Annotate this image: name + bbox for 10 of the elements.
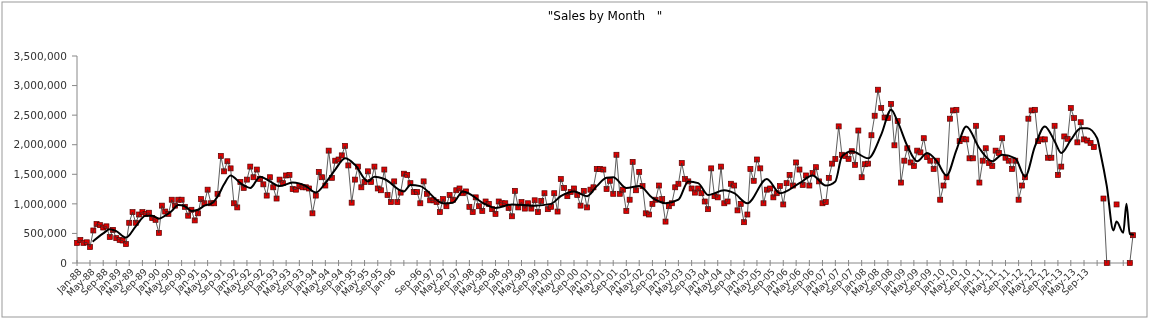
y-tick-label: 1,000,000 <box>13 197 67 210</box>
line-series <box>92 108 1134 243</box>
y-tick-label: 2,000,000 <box>13 138 67 151</box>
y-tick-label: 0 <box>60 256 67 269</box>
y-tick-label: 3,000,000 <box>13 79 67 92</box>
chart-title: "Sales by Month " <box>547 9 663 23</box>
y-tick-label: 1,500,000 <box>13 167 67 180</box>
y-tick-label: 500,000 <box>23 227 67 240</box>
y-tick-label: 2,500,000 <box>13 108 67 121</box>
y-tick-label: 3,500,000 <box>13 49 67 62</box>
